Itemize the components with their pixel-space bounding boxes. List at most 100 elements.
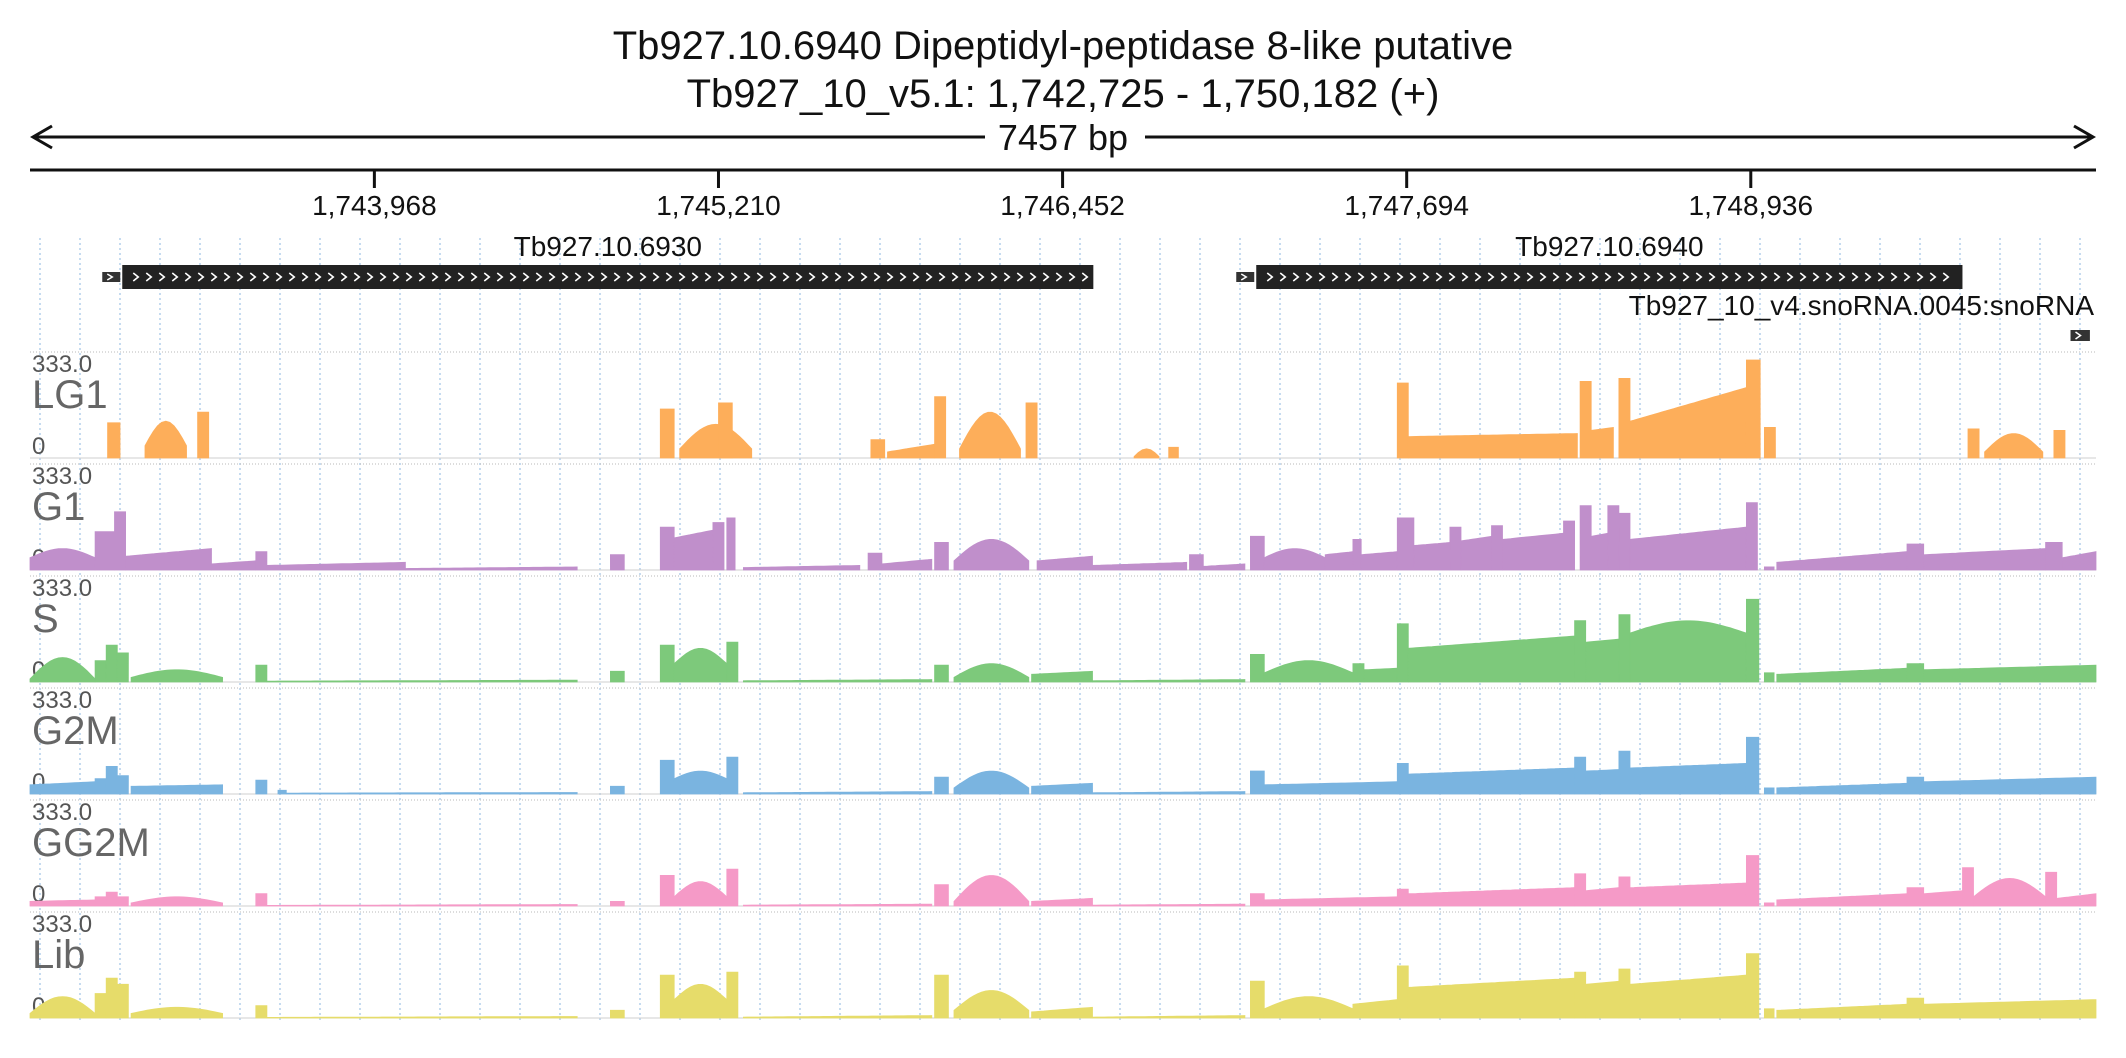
coverage-segment bbox=[29, 548, 96, 571]
strand-chevron-icon bbox=[171, 272, 179, 282]
track-max-label: 333.0 bbox=[32, 575, 92, 602]
strand-chevron-icon bbox=[886, 272, 894, 282]
track-name-label: Lib bbox=[32, 933, 85, 977]
strand-chevron-icon bbox=[782, 272, 790, 282]
gene-label: Tb927_10_v4.snoRNA.0045:snoRNA bbox=[1629, 290, 2095, 321]
genomic-ruler: 7457 bp 1,743,968 1,745,210 1,746,452 1,747,… bbox=[30, 117, 2096, 221]
strand-chevron-icon bbox=[158, 272, 166, 282]
coverage-segment bbox=[105, 891, 118, 907]
coverage-segment bbox=[1618, 614, 1631, 683]
strand-chevron-icon bbox=[496, 272, 504, 282]
coverage-segment bbox=[742, 679, 933, 683]
coverage-segment bbox=[1923, 548, 2047, 571]
coverage-segment bbox=[953, 663, 1030, 683]
coverage-segment bbox=[1579, 380, 1592, 459]
coverage-segment bbox=[1923, 664, 2097, 683]
coverage-segment bbox=[1906, 776, 1925, 795]
coverage-segment bbox=[1629, 974, 1747, 1019]
strand-chevron-icon bbox=[405, 272, 413, 282]
coverage-segment bbox=[1396, 517, 1415, 571]
coverage-segment bbox=[266, 561, 406, 571]
coverage-segment bbox=[1629, 526, 1747, 571]
coverage-segment bbox=[1363, 667, 1398, 683]
strand-chevron-icon bbox=[197, 272, 205, 282]
coverage-segment bbox=[277, 789, 287, 795]
strand-chevron-icon bbox=[1578, 272, 1586, 282]
track-name-label: G1 bbox=[32, 485, 85, 529]
coverage-segment bbox=[934, 776, 949, 795]
coverage-segment bbox=[1189, 554, 1204, 571]
coverage-segment bbox=[726, 756, 739, 795]
strand-chevron-icon bbox=[1409, 272, 1417, 282]
coverage-segment bbox=[404, 566, 578, 571]
coverage-segment bbox=[1745, 953, 1760, 1019]
coverage-segment bbox=[673, 770, 728, 795]
ruler-tick-label: 1,746,452 bbox=[1000, 190, 1125, 221]
strand-chevron-icon bbox=[210, 272, 218, 282]
strand-chevron-icon bbox=[1500, 272, 1508, 282]
coverage-segment bbox=[94, 896, 107, 907]
coverage-segment bbox=[2056, 893, 2097, 907]
coverage-segment bbox=[673, 881, 728, 907]
coverage-segment bbox=[29, 996, 96, 1019]
strand-chevron-icon bbox=[1292, 272, 1300, 282]
coverage-segment bbox=[255, 1005, 268, 1019]
strand-chevron-icon bbox=[1812, 272, 1820, 282]
coverage-segment bbox=[1629, 620, 1747, 683]
strand-chevron-icon bbox=[1565, 272, 1573, 282]
coverage-segment bbox=[285, 792, 578, 795]
strand-chevron-icon bbox=[1708, 272, 1716, 282]
ruler-tick-label: 1,748,936 bbox=[1689, 190, 1814, 221]
strand-chevron-icon bbox=[275, 272, 283, 282]
coverage-segment bbox=[1413, 541, 1451, 571]
strand-chevron-icon bbox=[535, 272, 543, 282]
coverage-segment bbox=[953, 539, 1030, 571]
coverage-segment bbox=[953, 770, 1030, 795]
strand-chevron-icon bbox=[964, 272, 972, 282]
strand-chevron-icon bbox=[899, 272, 907, 282]
strand-chevron-icon bbox=[1786, 272, 1794, 282]
strand-chevron-icon bbox=[1643, 272, 1651, 282]
track-max-label: 333.0 bbox=[32, 911, 92, 938]
coverage-segment bbox=[1906, 543, 1925, 571]
strand-chevron-icon bbox=[704, 272, 712, 282]
coverage-segment bbox=[1263, 896, 1398, 907]
strand-chevron-icon bbox=[1942, 272, 1950, 282]
coverage-segment bbox=[1590, 532, 1609, 571]
coverage-segment bbox=[94, 531, 115, 571]
coverage-segment bbox=[1629, 386, 1747, 459]
strand-chevron-icon bbox=[756, 272, 764, 282]
strand-chevron-icon bbox=[1877, 272, 1885, 282]
coverage-segment bbox=[1574, 620, 1587, 683]
coverage-segment bbox=[211, 560, 257, 571]
coverage-segment bbox=[1407, 433, 1578, 459]
coverage-segment bbox=[1407, 977, 1576, 1019]
strand-chevron-icon bbox=[132, 272, 140, 282]
coverage-segment bbox=[1031, 1006, 1093, 1019]
ruler-tick-label: 1,747,694 bbox=[1344, 190, 1469, 221]
coverage-segment bbox=[609, 670, 625, 683]
coverage-segment bbox=[1025, 402, 1038, 459]
coverage-segment bbox=[1923, 999, 2097, 1019]
coverage-segment bbox=[934, 974, 949, 1019]
coverage-segment bbox=[1263, 548, 1326, 571]
strand-chevron-icon bbox=[262, 272, 270, 282]
strand-chevron-icon bbox=[1864, 272, 1872, 282]
coverage-segment bbox=[29, 899, 96, 907]
coverage-segment bbox=[1396, 763, 1409, 795]
coverage-segment bbox=[1092, 679, 1246, 683]
coverage-segment bbox=[1962, 867, 1974, 907]
coverage-segment bbox=[742, 564, 861, 571]
coverage-segment bbox=[1249, 893, 1265, 907]
strand-chevron-icon bbox=[145, 272, 153, 282]
coverage-segment bbox=[1984, 433, 2044, 459]
coverage-segment bbox=[1491, 525, 1503, 571]
strand-chevron-icon bbox=[912, 272, 920, 282]
strand-chevron-icon bbox=[1890, 272, 1898, 282]
coverage-segment bbox=[1906, 997, 1925, 1019]
coverage-segment bbox=[726, 868, 739, 907]
coverage-segment bbox=[1396, 623, 1409, 683]
strand-chevron-icon bbox=[834, 272, 842, 282]
strand-chevron-icon bbox=[1851, 272, 1859, 282]
strand-chevron-icon bbox=[457, 272, 465, 282]
